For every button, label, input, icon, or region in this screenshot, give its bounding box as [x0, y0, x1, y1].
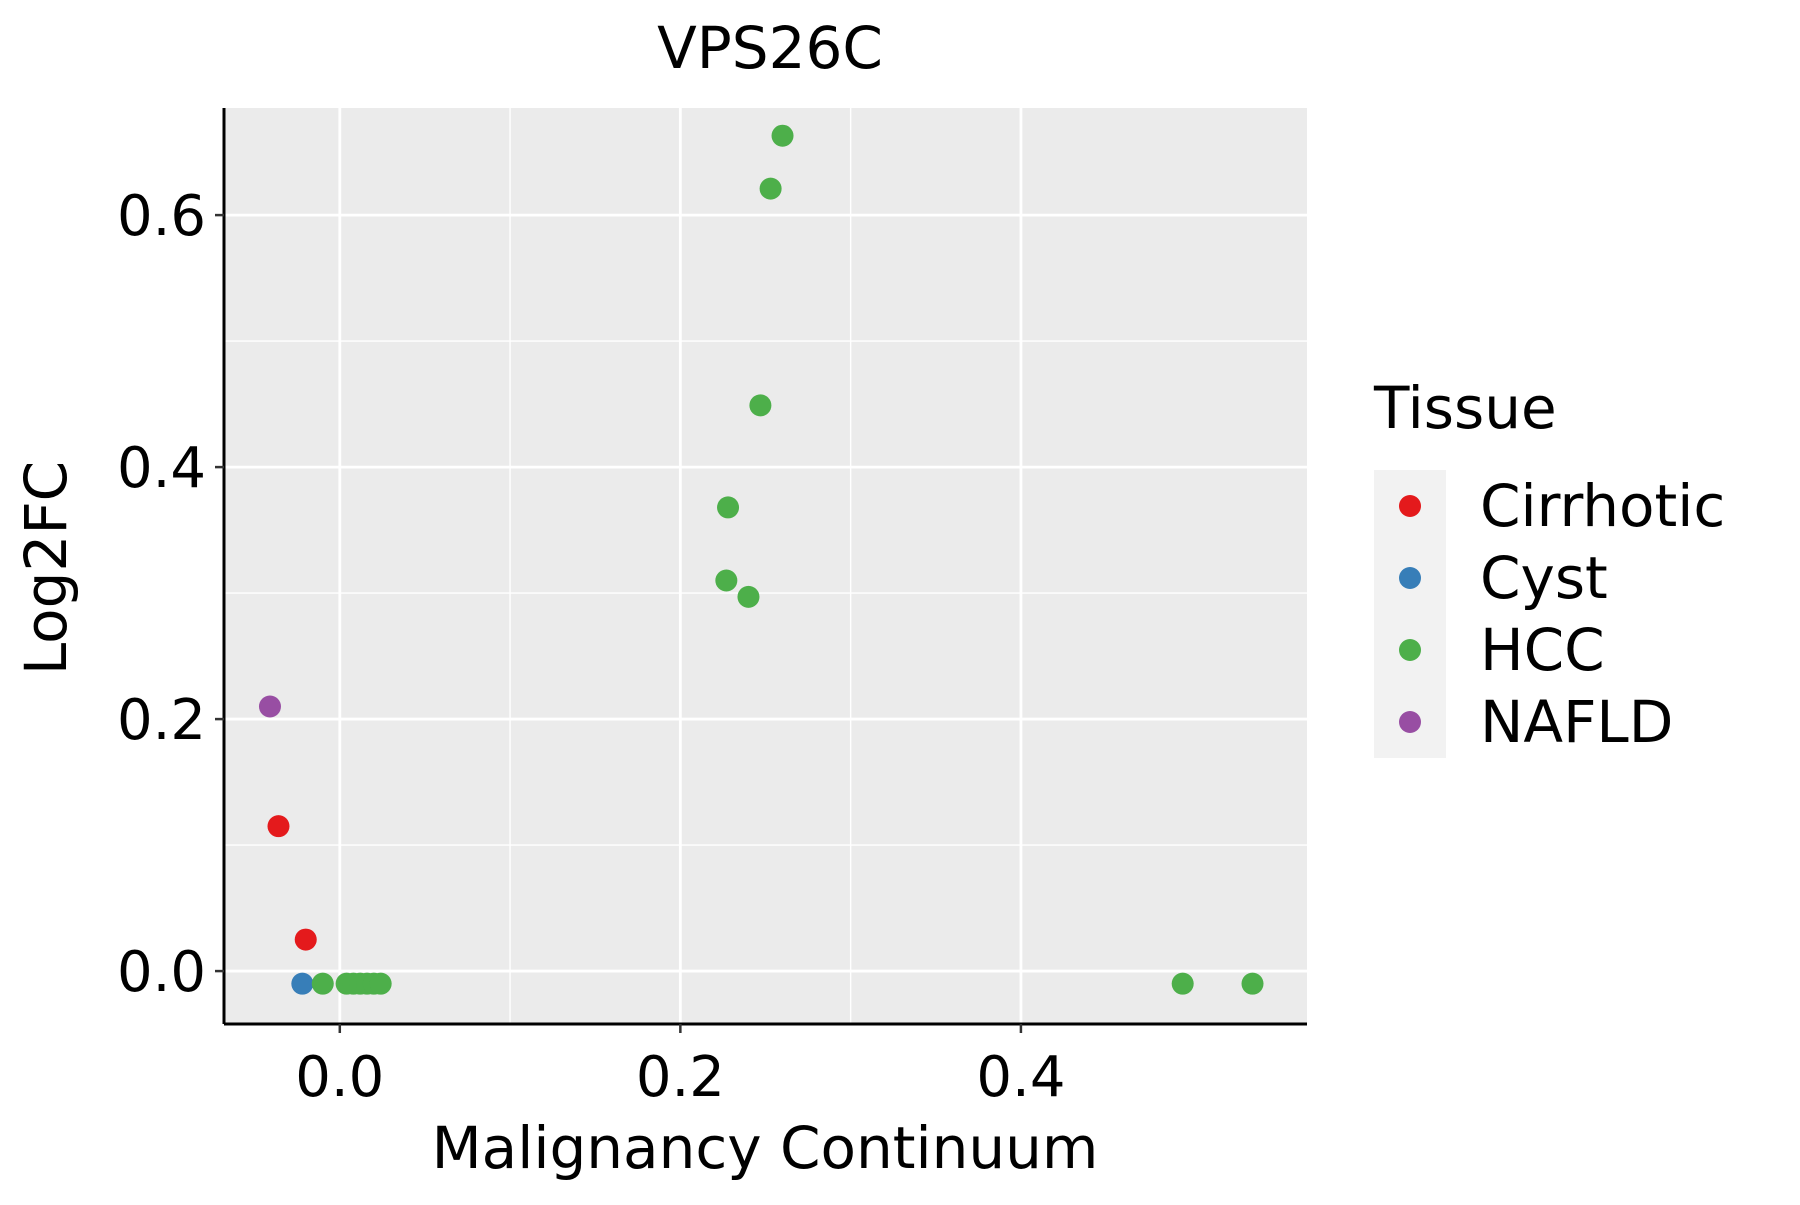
data-point-hcc: [737, 585, 760, 608]
grid-lines: [224, 108, 1307, 1024]
x-tick-label: 0.2: [636, 1045, 725, 1110]
data-point-hcc: [759, 177, 782, 200]
data-point-hcc: [1241, 972, 1264, 995]
tick-labels: 0.0 0.2 0.4 0.0 0.2 0.4 0.6: [117, 184, 1066, 1110]
data-point-hcc: [749, 394, 772, 417]
y-axis-title: Log2FC: [12, 461, 80, 675]
legend-label-cyst: Cyst: [1480, 544, 1608, 612]
data-points: [258, 124, 1264, 995]
legend-label-nafld: NAFLD: [1480, 688, 1673, 756]
data-point-hcc: [1171, 972, 1194, 995]
y-tick-label: 0.6: [117, 184, 206, 249]
y-tick-label: 0.2: [117, 688, 206, 753]
legend-key-hcc: [1399, 639, 1421, 661]
data-point-nafld: [258, 695, 281, 718]
data-point-hcc: [369, 972, 392, 995]
data-point-hcc: [771, 124, 794, 147]
data-point-hcc: [717, 496, 740, 519]
plot-panel: [224, 108, 1307, 1024]
legend-key-cirrhotic: [1399, 495, 1421, 517]
y-tick-label: 0.4: [117, 436, 206, 501]
legend-key-background: [1374, 470, 1446, 758]
x-tick-label: 0.0: [295, 1045, 384, 1110]
data-point-cirrhotic: [294, 928, 317, 951]
legend-title: Tissue: [1373, 374, 1557, 442]
data-point-cyst: [291, 972, 314, 995]
legend-key-nafld: [1399, 711, 1421, 733]
x-axis-title: Malignancy Continuum: [432, 1114, 1099, 1182]
chart-title: VPS26C: [657, 14, 883, 82]
y-tick-label: 0.0: [117, 940, 206, 1005]
legend-label-hcc: HCC: [1480, 616, 1605, 684]
legend-label-cirrhotic: Cirrhotic: [1480, 472, 1725, 540]
axes: [215, 108, 1307, 1033]
data-point-hcc: [715, 569, 738, 592]
legend-key-cyst: [1399, 567, 1421, 589]
data-point-cirrhotic: [267, 815, 290, 838]
x-tick-label: 0.4: [976, 1045, 1065, 1110]
data-point-hcc: [311, 972, 334, 995]
